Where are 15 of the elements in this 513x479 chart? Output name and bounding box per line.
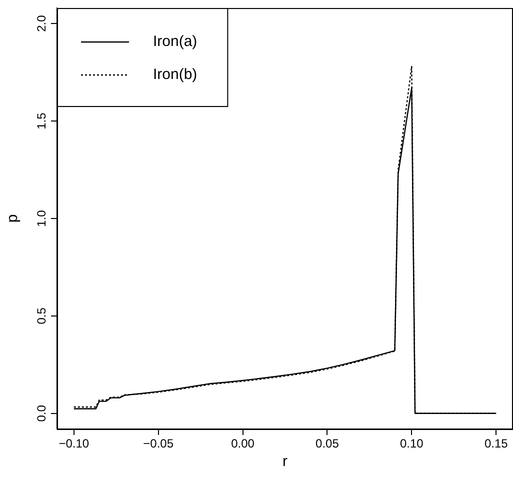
x-tick-label: 0.10 <box>400 436 424 451</box>
x-tick-label: −0.05 <box>143 436 174 451</box>
y-tick-label: 2.0 <box>34 14 48 32</box>
legend-label: Iron(a) <box>153 33 198 50</box>
x-tick-label: −0.10 <box>58 436 90 451</box>
x-tick-label: 0.15 <box>484 436 508 451</box>
y-tick-label: 1.5 <box>34 112 48 130</box>
y-tick-label: 0.5 <box>34 307 48 324</box>
y-tick-label: 1.0 <box>34 210 48 227</box>
legend-label: Iron(b) <box>153 66 198 84</box>
y-tick-label: 0.0 <box>34 404 48 422</box>
x-tick-label: 0.05 <box>316 436 340 451</box>
y-axis-title: p <box>4 214 22 223</box>
x-axis-title: r <box>282 453 288 470</box>
x-tick-label: 0.00 <box>231 436 255 451</box>
